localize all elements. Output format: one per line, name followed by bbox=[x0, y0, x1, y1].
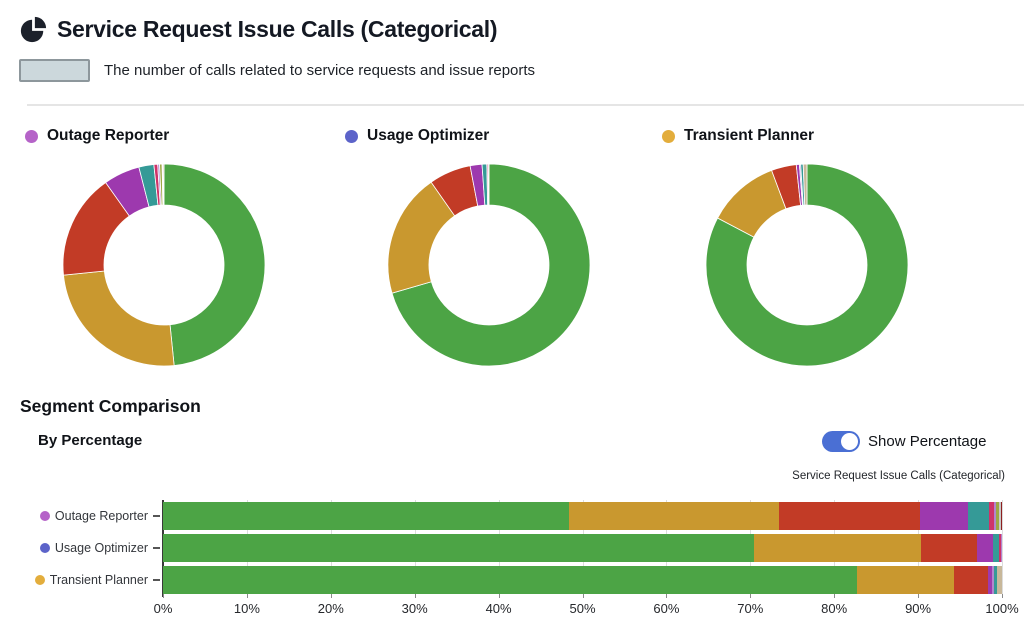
bar-segment bbox=[778, 502, 920, 530]
x-axis-tick bbox=[1002, 594, 1003, 598]
y-axis-label-transient-planner: Transient Planner bbox=[0, 566, 160, 594]
donut-segment bbox=[705, 163, 909, 367]
bar-chart-caption: Service Request Issue Calls (Categorical… bbox=[792, 470, 1005, 482]
bar-segment bbox=[954, 566, 988, 594]
bar-segment bbox=[968, 502, 989, 530]
bar-segment bbox=[992, 534, 1000, 562]
donut-title: Usage Optimizer bbox=[367, 127, 490, 144]
bar-row bbox=[163, 534, 1002, 562]
bar-segment bbox=[919, 502, 969, 530]
page-subtitle: The number of calls related to service r… bbox=[104, 62, 536, 79]
category-label: Transient Planner bbox=[49, 573, 148, 587]
bar-row bbox=[163, 502, 1002, 530]
y-axis-label-outage-reporter: Outage Reporter bbox=[0, 502, 160, 530]
x-axis-label: 30% bbox=[401, 601, 428, 616]
legend-dot bbox=[25, 129, 38, 143]
bar-segment bbox=[988, 502, 994, 530]
bar-segment bbox=[754, 534, 921, 562]
bar-segment bbox=[1000, 502, 1002, 530]
x-axis-tick bbox=[834, 594, 836, 598]
y-axis-tick bbox=[153, 579, 160, 581]
toggle-knob bbox=[841, 433, 858, 450]
donut-label-usage-optimizer: Usage Optimizer bbox=[345, 127, 489, 145]
bar-segment bbox=[1000, 534, 1002, 562]
show-percentage-toggle[interactable] bbox=[822, 431, 860, 452]
donut-title: Transient Planner bbox=[684, 127, 815, 144]
donut-segment bbox=[162, 163, 165, 206]
donut-chart-usage-optimizer bbox=[387, 163, 591, 367]
section-heading: Segment Comparison bbox=[20, 396, 201, 416]
donut-segment bbox=[802, 163, 808, 206]
bar-segment bbox=[996, 502, 1000, 530]
gridline bbox=[1002, 500, 1003, 596]
x-axis-label: 90% bbox=[905, 601, 932, 616]
legend-dot bbox=[39, 543, 50, 553]
divider bbox=[27, 104, 1024, 106]
x-axis-tick bbox=[246, 594, 248, 598]
donut-segment bbox=[391, 163, 591, 367]
bar-segment bbox=[993, 502, 997, 530]
bar-segment bbox=[996, 566, 1002, 594]
donut-title: Outage Reporter bbox=[47, 127, 170, 144]
bar-segment bbox=[163, 502, 570, 530]
x-axis-tick bbox=[582, 594, 584, 598]
bar-segment bbox=[920, 534, 977, 562]
bar-row bbox=[163, 566, 1002, 594]
legend-dot bbox=[345, 129, 358, 143]
donut-chart-outage-reporter bbox=[62, 163, 266, 367]
y-axis-label-usage-optimizer: Usage Optimizer bbox=[0, 534, 160, 562]
page-title: Service Request Issue Calls (Categorical… bbox=[57, 16, 498, 42]
bar-segment bbox=[856, 566, 955, 594]
y-axis-tick bbox=[153, 547, 160, 549]
bar-segment bbox=[976, 534, 993, 562]
bar-segment bbox=[999, 502, 1001, 530]
bar-segment bbox=[163, 534, 755, 562]
category-label: Usage Optimizer bbox=[54, 541, 148, 555]
x-axis-tick bbox=[750, 594, 752, 598]
category-label: Outage Reporter bbox=[54, 509, 148, 523]
x-axis-label: 100% bbox=[985, 601, 1019, 616]
x-axis-tick bbox=[666, 594, 668, 598]
x-axis-label: 60% bbox=[653, 601, 680, 616]
legend-dot bbox=[34, 575, 45, 585]
x-axis-label: 20% bbox=[317, 601, 344, 616]
y-axis-tick bbox=[153, 515, 160, 517]
pie-chart-icon bbox=[20, 16, 47, 43]
bar-segment bbox=[163, 566, 857, 594]
bar-segment bbox=[987, 566, 992, 594]
donut-segment bbox=[63, 270, 175, 367]
toggle-label: Show Percentage bbox=[868, 433, 987, 450]
x-axis-label: 0% bbox=[153, 601, 173, 616]
bar-segment bbox=[569, 502, 779, 530]
x-axis-tick bbox=[163, 594, 164, 598]
x-axis-tick bbox=[414, 594, 416, 598]
x-axis-label: 50% bbox=[569, 601, 596, 616]
x-axis-tick bbox=[918, 594, 920, 598]
x-axis-label: 10% bbox=[233, 601, 260, 616]
donut-segment bbox=[163, 163, 266, 366]
x-axis-tick bbox=[498, 594, 500, 598]
bar-segment bbox=[999, 534, 1001, 562]
legend-dot bbox=[39, 511, 50, 521]
donut-label-outage-reporter: Outage Reporter bbox=[25, 127, 169, 145]
x-axis-tick bbox=[330, 594, 332, 598]
x-axis-label: 70% bbox=[737, 601, 764, 616]
donut-segment bbox=[487, 163, 490, 206]
donut-chart-transient-planner bbox=[705, 163, 909, 367]
donut-label-transient-planner: Transient Planner bbox=[662, 127, 814, 145]
section-subheading: By Percentage bbox=[38, 432, 143, 449]
bar-segment bbox=[993, 566, 997, 594]
legend-swatch bbox=[19, 59, 90, 82]
bar-segment bbox=[991, 566, 994, 594]
x-axis-label: 80% bbox=[821, 601, 848, 616]
legend-dot bbox=[662, 129, 675, 143]
x-axis-label: 40% bbox=[485, 601, 512, 616]
stacked-bar-plot bbox=[163, 500, 1003, 596]
